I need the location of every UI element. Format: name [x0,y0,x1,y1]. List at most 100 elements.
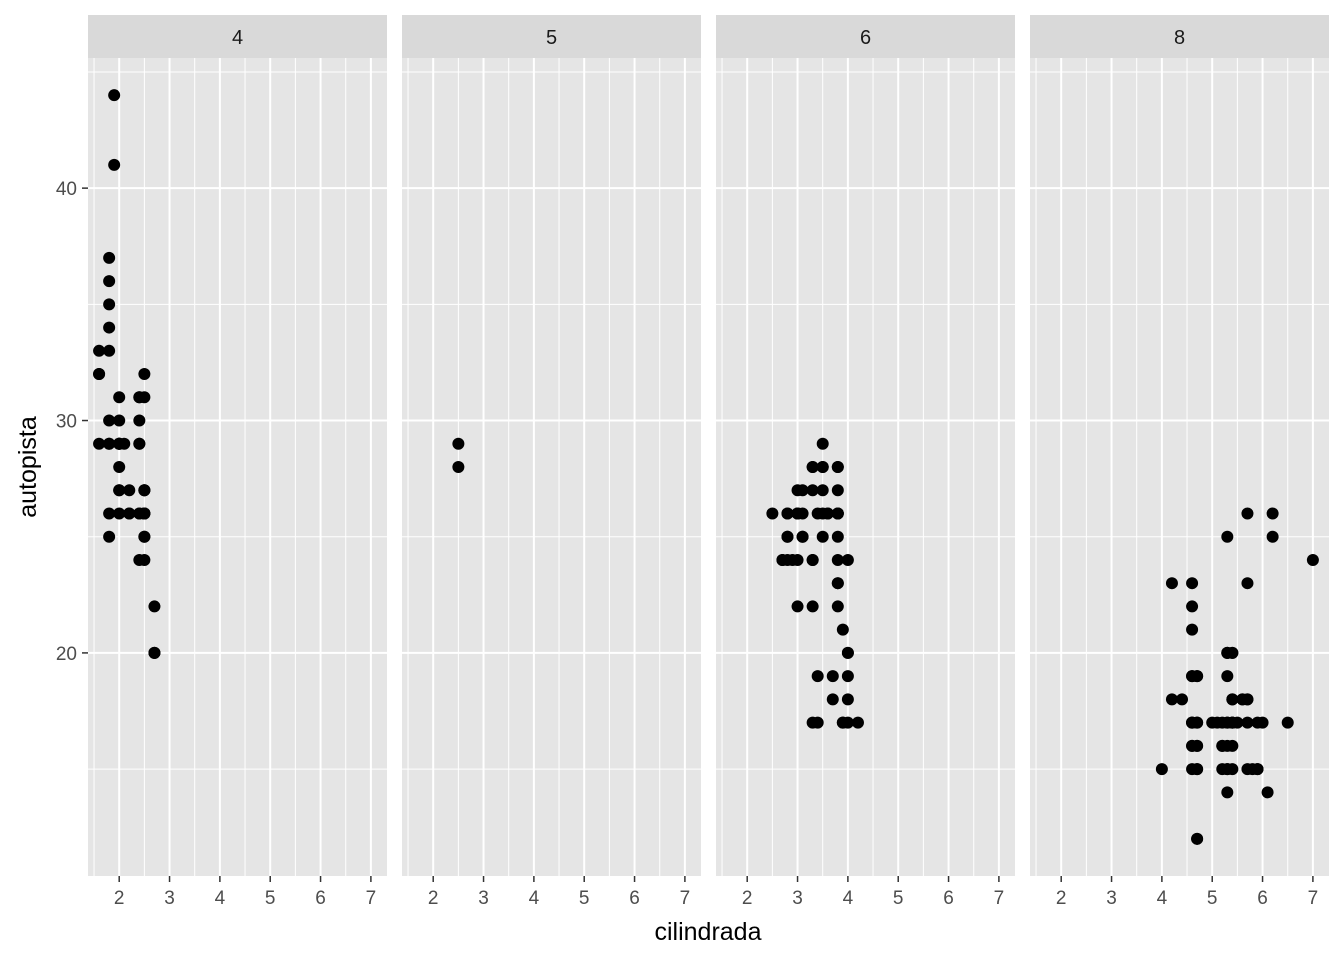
data-point [93,368,106,381]
data-point [831,461,844,473]
data-point [826,693,839,706]
data-point [831,530,844,543]
strip-label: 6 [860,27,871,49]
data-point [133,414,146,427]
data-point [108,89,121,102]
facet-panel-5: 5 2 3 4 5 6 7 [402,15,701,909]
x-tick-label: 2 [114,888,125,909]
y-tick-label: 20 [56,644,77,665]
data-point [123,507,136,520]
data-point [148,600,161,613]
data-point [1241,577,1254,590]
x-tick-label: 4 [843,888,854,909]
data-point [816,461,829,473]
data-point [1165,577,1178,590]
x-tick-label: 7 [680,888,691,909]
x-tick-label: 2 [428,888,439,909]
data-point [1176,693,1189,706]
data-point [831,577,844,590]
data-point [148,646,161,659]
data-point [796,507,809,520]
data-point [103,344,116,357]
data-point [841,670,854,683]
data-point [113,414,126,427]
data-point [1261,786,1274,799]
data-point [831,507,844,520]
strip-label: 5 [546,27,557,49]
data-point [1231,716,1244,729]
data-point [826,670,839,683]
data-point [1306,553,1319,566]
data-point [103,298,116,311]
data-point [811,507,824,520]
data-point [1246,763,1259,776]
x-axis-title: cilindrada [654,918,761,946]
data-point [816,530,829,543]
data-point [1221,786,1234,799]
x-tick-label: 3 [478,888,489,909]
x-tick-label: 3 [1106,888,1117,909]
data-point [1281,716,1294,729]
data-point [1191,763,1204,776]
x-tick-label: 6 [1257,888,1268,909]
x-tick-label: 3 [792,888,803,909]
y-axis-title: autopista [14,416,42,518]
panel-background [1030,58,1329,876]
strip-background [716,15,1015,58]
data-point [133,391,146,404]
data-point [1221,670,1234,683]
strip-background [402,15,701,58]
y-tick-label: 40 [56,179,77,200]
data-point [1186,716,1199,729]
data-point [841,646,854,659]
data-point [796,530,809,543]
x-tick-label: 6 [315,888,326,909]
data-point [806,484,819,497]
data-point [806,461,819,473]
data-point [1191,832,1204,845]
data-point [841,693,854,706]
data-point [1155,763,1168,776]
x-tick-label: 5 [893,888,904,909]
data-point [108,158,121,171]
data-point [138,484,151,497]
data-point [781,507,794,520]
x-tick-label: 2 [1056,888,1067,909]
data-point [791,484,804,497]
data-point [133,437,146,450]
data-point [811,716,824,729]
data-point [1251,716,1264,729]
facet-panels: 4 2 3 4 5 6 7 5 2 3 4 5 6 7 6 2 3 4 5 6 7 8 2 3 4 5 6 7 [88,15,1329,909]
y-tick-label: 30 [56,412,77,433]
data-point [103,437,116,450]
data-point [1186,577,1199,590]
x-tick-label: 3 [164,888,175,909]
data-point [776,553,789,566]
data-point [452,437,465,450]
data-point [1266,507,1279,520]
data-point [103,321,116,334]
x-tick-label: 2 [742,888,753,909]
data-point [1211,716,1224,729]
data-point [1226,646,1239,659]
data-point [103,414,116,427]
facet-panel-8: 8 2 3 4 5 6 7 [1030,15,1329,909]
data-point [806,553,819,566]
data-point [1165,693,1178,706]
data-point [841,716,854,729]
data-point [103,275,116,288]
strip-label: 4 [232,27,243,49]
data-point [1186,739,1199,752]
data-point [841,553,854,566]
data-point [103,251,116,264]
x-tick-label: 5 [1207,888,1218,909]
x-tick-label: 5 [265,888,276,909]
data-point [1186,623,1199,636]
data-point [816,437,829,450]
data-point [138,507,151,520]
x-tick-label: 6 [943,888,954,909]
data-point [113,391,126,404]
data-point [113,461,126,473]
data-point [1241,507,1254,520]
